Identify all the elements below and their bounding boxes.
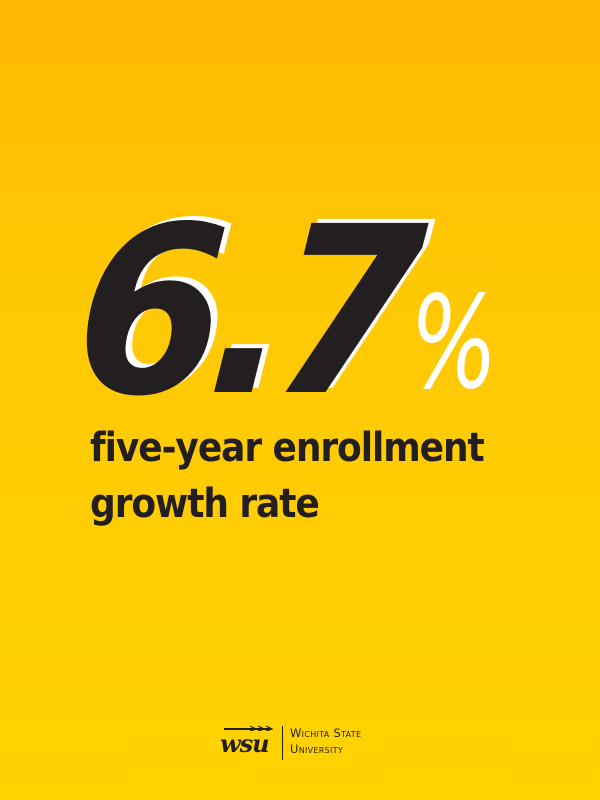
logo-wheat [224,726,274,731]
caption-line: five-year enrollment [90,425,485,471]
logo: wsu Wichita State University [220,722,390,766]
logo-name: Wichita State [290,726,362,740]
logo-divider [282,726,283,760]
stat-value: 6.7 [68,177,416,447]
logo-name: University [290,742,344,756]
stat-unit: % [410,269,498,418]
logo-mark: wsu [220,729,270,758]
caption-line: growth rate [90,481,320,527]
